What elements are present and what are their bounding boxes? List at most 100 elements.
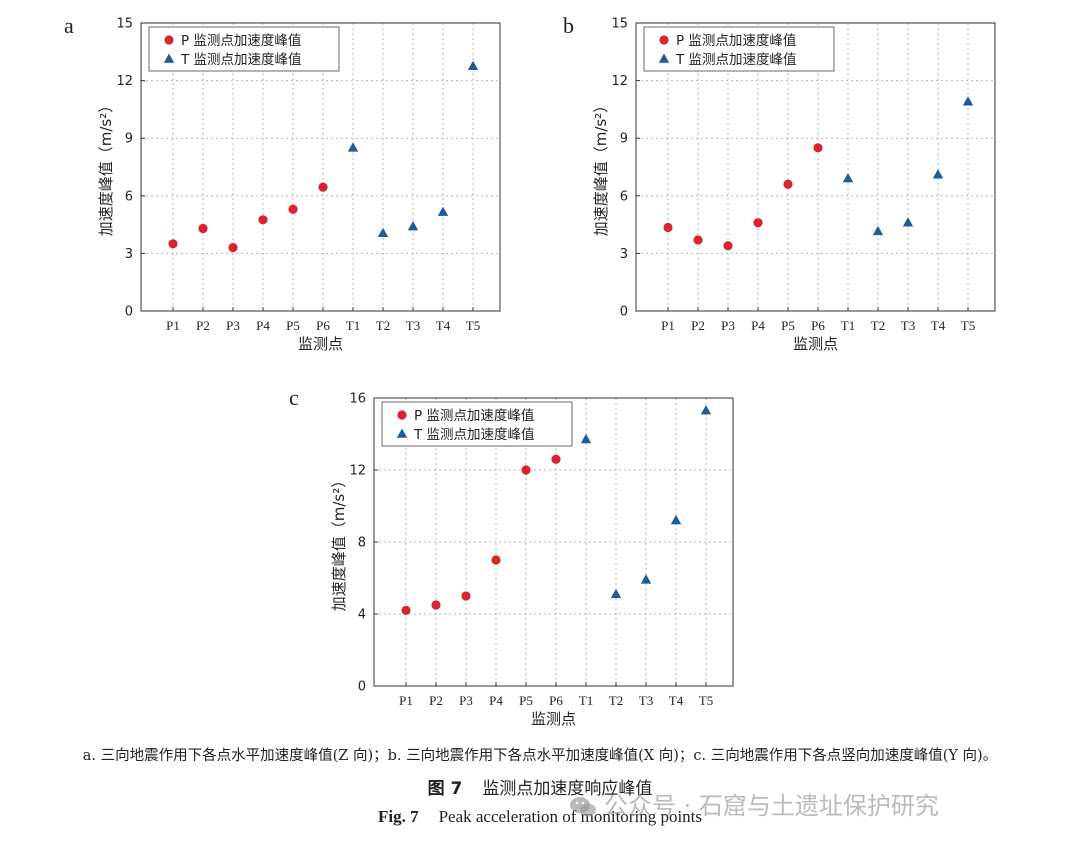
y-tick-label: 12 (611, 74, 628, 89)
legend-label: P 监测点加速度峰值 (181, 33, 301, 49)
y-tick-label: 15 (116, 17, 133, 32)
x-tick-label: T3 (639, 693, 653, 708)
figure-caption-english: Fig. 7 Peak acceleration of monitoring po… (0, 807, 1080, 827)
x-tick-label: T1 (579, 693, 593, 708)
x-axis-label: 监测点 (298, 335, 343, 353)
x-tick-label: P4 (489, 693, 503, 708)
x-tick-label: P2 (196, 318, 210, 333)
x-tick-label: P1 (661, 318, 675, 333)
legend-label: T 监测点加速度峰值 (180, 52, 302, 68)
y-tick-label: 4 (358, 608, 366, 623)
data-point-p (783, 179, 793, 189)
data-point-t (407, 221, 419, 231)
x-tick-label: P3 (226, 318, 240, 333)
x-tick-label: P5 (781, 318, 795, 333)
x-tick-label: P5 (519, 693, 533, 708)
data-point-t (670, 514, 682, 525)
x-tick-label: P1 (166, 318, 180, 333)
x-tick-label: P2 (691, 318, 705, 333)
watermark-text: 公众号 · 石窟与土遗址保护研究 (604, 792, 939, 820)
y-tick-label: 6 (125, 189, 133, 204)
legend-marker-t (163, 53, 175, 63)
data-point-p (258, 215, 268, 225)
y-axis-label: 加速度峰值（m/s²） (330, 473, 348, 612)
data-point-t (932, 169, 944, 179)
data-point-p (723, 241, 733, 251)
data-point-t (872, 225, 884, 236)
figure-label-chinese: 图 7 (427, 779, 463, 799)
x-tick-label: T5 (961, 318, 975, 333)
figure-title-chinese: 监测点加速度响应峰值 (482, 779, 653, 799)
x-tick-label: T2 (376, 318, 390, 333)
legend-box (643, 26, 835, 72)
legend-label: P 监测点加速度峰值 (414, 408, 534, 424)
x-tick-label: T2 (609, 693, 623, 708)
x-tick-label: P2 (429, 693, 443, 708)
figure-subcaption: a. 三向地震作用下各点水平加速度峰值(Z 向)；b. 三向地震作用下各点水平加… (82, 748, 998, 764)
figure-label-english: Fig. 7 (377, 807, 419, 826)
x-tick-label: T3 (901, 318, 915, 333)
legend-label: P 监测点加速度峰值 (676, 33, 796, 49)
y-tick-label: 12 (349, 464, 366, 479)
x-tick-label: T5 (466, 318, 480, 333)
figure-caption-chinese: 图 7 监测点加速度响应峰值 (0, 774, 1080, 799)
panel-letter: b (563, 13, 574, 38)
x-tick-label: T1 (346, 318, 360, 333)
y-tick-label: 9 (620, 132, 628, 147)
data-point-p (693, 235, 703, 245)
figure-title-english: Peak acceleration of monitoring points (438, 807, 703, 826)
data-point-t (902, 217, 914, 227)
data-point-t (467, 60, 479, 70)
x-tick-label: P4 (751, 318, 765, 333)
data-point-t (377, 227, 389, 238)
watermark: 公众号 · 石窟与土遗址保护研究 (568, 786, 939, 821)
y-axis-label: 加速度峰值（m/s²） (592, 98, 610, 237)
x-tick-label: P1 (399, 693, 413, 708)
y-tick-label: 15 (611, 17, 628, 32)
legend-marker-p (659, 35, 669, 45)
legend-marker-t (396, 428, 408, 438)
data-point-p (198, 223, 208, 234)
data-point-p (491, 555, 501, 565)
data-point-t (700, 405, 712, 415)
y-tick-label: 0 (620, 305, 628, 320)
data-point-p (663, 222, 673, 233)
data-point-t (640, 574, 652, 584)
x-tick-label: P6 (549, 693, 563, 708)
y-tick-label: 16 (349, 392, 366, 407)
y-tick-label: 0 (125, 305, 133, 320)
data-point-p (228, 243, 238, 253)
legend-label: T 监测点加速度峰值 (413, 427, 535, 443)
data-point-p (461, 591, 471, 601)
y-tick-label: 3 (620, 247, 628, 262)
x-tick-label: T4 (436, 318, 451, 333)
x-tick-label: T2 (871, 318, 885, 333)
legend-marker-t (658, 53, 670, 63)
data-point-t (437, 206, 449, 216)
x-tick-label: T3 (406, 318, 420, 333)
data-point-p (813, 143, 823, 153)
x-tick-label: P3 (459, 693, 473, 708)
legend-box (381, 401, 573, 447)
y-tick-label: 0 (358, 680, 366, 695)
x-tick-label: P3 (721, 318, 735, 333)
y-tick-label: 3 (125, 247, 133, 262)
x-tick-label: T4 (669, 693, 684, 708)
data-point-t (347, 142, 359, 152)
data-point-p (431, 600, 441, 610)
data-point-t (842, 173, 854, 183)
panel-letter: c (289, 385, 299, 410)
y-tick-label: 9 (125, 132, 133, 147)
data-point-p (288, 204, 298, 214)
x-tick-label: P6 (811, 318, 825, 333)
x-tick-label: P5 (286, 318, 300, 333)
plot-frame (140, 22, 501, 312)
y-tick-label: 8 (358, 536, 366, 551)
legend-label: T 监测点加速度峰值 (675, 52, 797, 68)
x-axis-label: 监测点 (531, 710, 576, 728)
x-tick-label: T5 (699, 693, 713, 708)
x-tick-label: P6 (316, 318, 330, 333)
